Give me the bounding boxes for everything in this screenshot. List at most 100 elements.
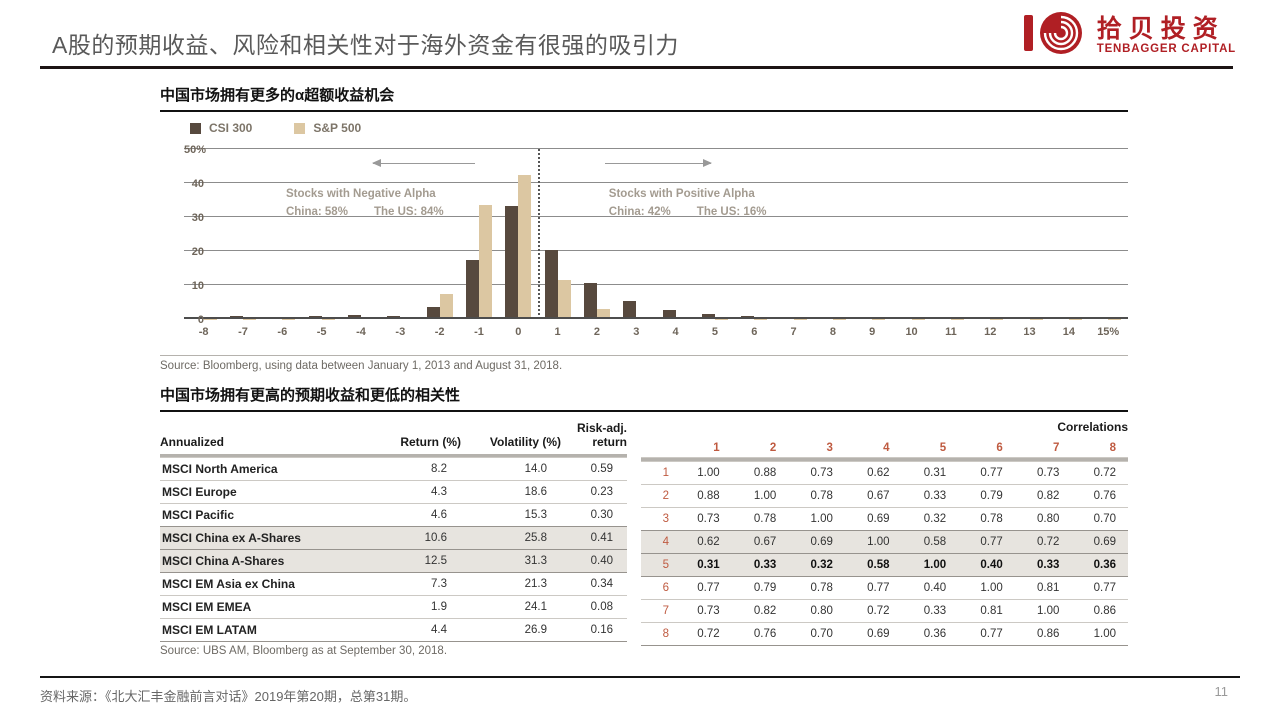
correlation-value-cell: 0.77: [980, 467, 1003, 479]
histogram-bucket: 11: [931, 149, 970, 338]
gridline: [184, 148, 1128, 149]
correlation-value-cell: 0.79: [753, 582, 777, 594]
footer-divider: [40, 676, 1240, 678]
index-name-cell: MSCI EM LATAM: [162, 623, 257, 637]
value-cell: 18.6: [524, 486, 547, 498]
correlation-row-number: 3: [662, 513, 669, 525]
correlation-value-cell: 0.31: [697, 559, 720, 571]
y-axis-tick: 40: [191, 178, 204, 190]
histogram-bucket: 6: [735, 149, 774, 338]
correlation-value-cell: 1.00: [1036, 605, 1060, 617]
value-cell: 4.4: [431, 624, 447, 636]
correlation-value-cell: 0.77: [980, 628, 1003, 640]
bar-csi300: [701, 313, 715, 319]
returns-table: Annualized Return (%) Volatility (%) Risk-a…: [160, 420, 627, 657]
section1-title: 中国市场拥有更多的α超额收益机会: [160, 84, 1128, 112]
x-axis-tick: 9: [869, 326, 876, 338]
value-cell: 12.5: [424, 555, 447, 567]
correlation-value-cell: 0.72: [1093, 467, 1116, 479]
x-axis-tick: 7: [790, 326, 797, 338]
correlation-row: 2 0.88 1.00 0.78 0.67 0.33 0.79 0.82 0.76: [641, 484, 1128, 507]
x-axis-tick: 4: [672, 326, 679, 338]
correlation-value-cell: 0.76: [753, 628, 777, 640]
x-axis-tick: -8: [198, 326, 209, 338]
correlation-value-cell: 0.32: [810, 559, 833, 571]
correlation-row: 5 0.31 0.33 0.32 0.58 1.00 0.40 0.33 0.36: [641, 553, 1128, 576]
correlation-value-cell: 0.80: [1036, 513, 1060, 525]
histogram-bucket: -5: [302, 149, 341, 338]
histogram-bucket: -7: [223, 149, 262, 338]
value-cell: 0.34: [590, 578, 613, 590]
x-axis-tick: -6: [277, 326, 288, 338]
correlation-column-number: 4: [883, 442, 890, 454]
correlation-row-number: 5: [662, 559, 669, 571]
column-header: Volatility (%): [489, 435, 561, 450]
value-cell: 25.8: [524, 532, 547, 544]
histogram-bucket: -6: [263, 149, 302, 338]
y-axis-tick: 50%: [184, 144, 207, 156]
correlation-value-cell: 0.62: [697, 536, 720, 548]
table-row: MSCI Europe 4.3 18.6 0.23: [160, 480, 627, 503]
x-axis-tick: 0: [515, 326, 522, 338]
correlation-value-cell: 0.76: [1093, 490, 1116, 502]
y-axis-tick: 10: [191, 280, 204, 292]
x-axis-tick: 13: [1023, 326, 1036, 338]
correlation-value-cell: 0.73: [697, 513, 720, 525]
correlation-value-cell: 0.33: [923, 490, 947, 502]
statistics-tables: Annualized Return (%) Volatility (%) Risk-a…: [160, 420, 1128, 657]
column-header: Return (%): [400, 435, 461, 450]
correlation-value-cell: 1.00: [1093, 628, 1116, 640]
value-cell: 0.16: [590, 624, 613, 636]
correlation-value-cell: 1.00: [867, 536, 890, 548]
value-cell: 24.1: [524, 601, 547, 613]
x-axis-tick: 1: [554, 326, 561, 338]
correlation-value-cell: 0.88: [753, 467, 777, 479]
y-axis-tick: 0: [197, 314, 204, 326]
correlation-value-cell: 0.77: [867, 582, 890, 594]
bar-csi300: [426, 307, 440, 319]
histogram-bucket: 9: [853, 149, 892, 338]
correlation-value-cell: 1.00: [810, 513, 833, 525]
histogram-bucket: 1: [538, 149, 577, 338]
correlation-value-cell: 0.73: [1036, 467, 1060, 479]
correlation-value-cell: 0.32: [923, 513, 947, 525]
histogram-bucket: -1: [459, 149, 498, 338]
correlation-value-cell: 0.58: [867, 559, 890, 571]
x-axis-tick: 5: [711, 326, 718, 338]
correlation-value-cell: 0.36: [1093, 559, 1116, 571]
chart-legend: CSI 300 S&P 500: [190, 121, 1128, 135]
index-name-cell: MSCI North America: [162, 462, 278, 476]
correlation-value-cell: 0.86: [1093, 605, 1116, 617]
value-cell: 4.3: [431, 486, 447, 498]
correlation-value-cell: 0.81: [1036, 582, 1060, 594]
index-name-cell: MSCI Europe: [162, 485, 237, 499]
correlation-row: 8 0.72 0.76 0.70 0.69 0.36 0.77 0.86 1.00: [641, 622, 1128, 645]
histogram-bucket: 13: [1010, 149, 1049, 338]
slide-content: 中国市场拥有更多的α超额收益机会 CSI 300 S&P 500 -8 -7 -6 -5…: [160, 84, 1128, 657]
bar-csi300: [544, 249, 558, 319]
correlation-row: 4 0.62 0.67 0.69 1.00 0.58 0.77 0.72 0.69: [641, 530, 1128, 553]
column-header: Risk-adj. return: [576, 421, 627, 450]
correlation-value-cell: 0.69: [867, 628, 890, 640]
correlation-value-cell: 0.69: [867, 513, 890, 525]
value-cell: 0.23: [590, 486, 613, 498]
correlation-value-cell: 0.77: [980, 536, 1003, 548]
bar-sp500: [478, 204, 492, 319]
correlation-column-number: 7: [1052, 442, 1060, 454]
x-axis-tick: -3: [395, 326, 406, 338]
x-axis-tick: 6: [751, 326, 758, 338]
correlation-value-cell: 0.78: [753, 513, 777, 525]
correlation-value-cell: 0.70: [810, 628, 833, 640]
index-name-cell: MSCI China A-Shares: [162, 554, 285, 568]
correlation-value-cell: 0.33: [1036, 559, 1060, 571]
bar-csi300: [623, 300, 637, 319]
company-logo: 拾贝投资 TENBAGGER CAPITAL: [1023, 10, 1236, 61]
correlation-value-cell: 0.69: [1093, 536, 1116, 548]
table-row: MSCI North America 8.2 14.0 0.59: [160, 457, 627, 480]
correlation-column-number: 8: [1109, 442, 1116, 454]
tenbagger-shell-icon: [1023, 10, 1087, 61]
bar-csi300: [662, 309, 676, 319]
value-cell: 10.6: [424, 532, 447, 544]
histogram-bucket: -3: [381, 149, 420, 338]
table-row: MSCI EM LATAM 4.4 26.9 0.16: [160, 618, 627, 641]
